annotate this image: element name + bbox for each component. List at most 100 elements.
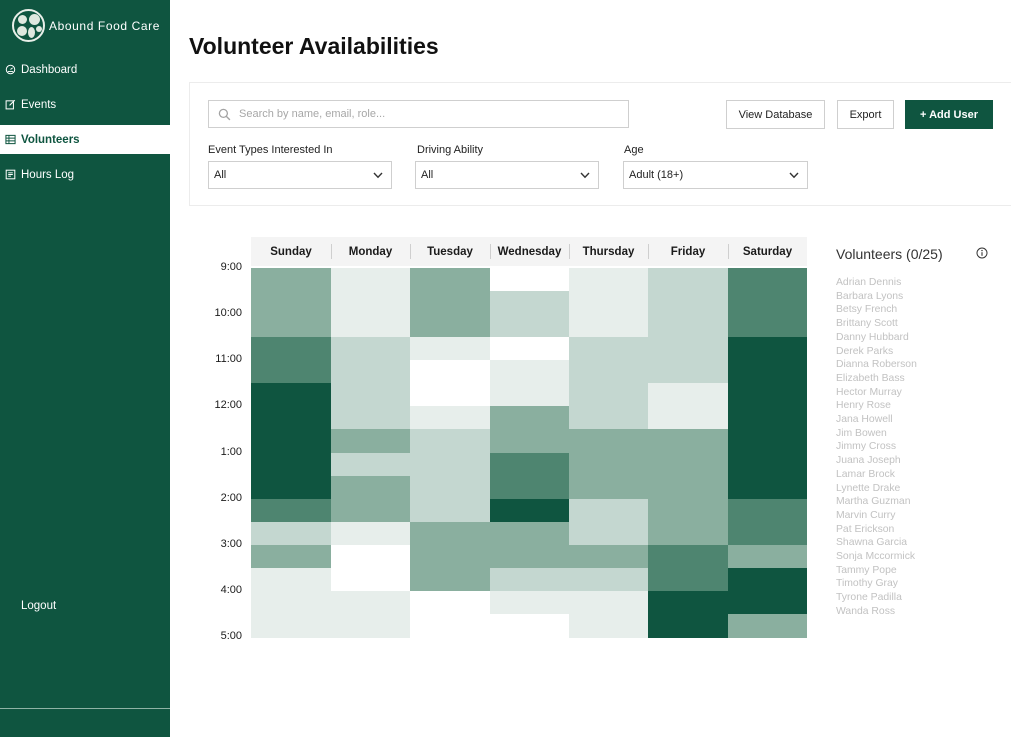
heatmap-cell[interactable]	[648, 268, 728, 292]
heatmap-cell[interactable]	[410, 429, 490, 454]
volunteer-item[interactable]: Danny Hubbard	[836, 331, 909, 343]
heatmap-cell[interactable]	[490, 590, 569, 615]
volunteer-item[interactable]: Tyrone Padilla	[836, 592, 902, 604]
volunteer-item[interactable]: Brittany Scott	[836, 318, 898, 330]
heatmap-cell[interactable]	[331, 291, 410, 316]
heatmap-cell[interactable]	[251, 567, 331, 592]
volunteer-item[interactable]: Derek Parks	[836, 345, 894, 357]
heatmap-cell[interactable]	[728, 498, 807, 523]
heatmap-cell[interactable]	[728, 475, 807, 500]
heatmap-cell[interactable]	[490, 544, 569, 569]
add-user-button[interactable]: + Add User	[905, 100, 993, 129]
heatmap-cell[interactable]	[331, 475, 410, 500]
search-input[interactable]	[239, 108, 619, 120]
heatmap-cell[interactable]	[251, 452, 331, 477]
heatmap-cell[interactable]	[728, 452, 807, 477]
heatmap-cell[interactable]	[569, 268, 648, 292]
sidebar-item-volunteers[interactable]: Volunteers	[0, 125, 170, 154]
heatmap-cell[interactable]	[410, 567, 490, 592]
heatmap-cell[interactable]	[648, 590, 728, 615]
heatmap-cell[interactable]	[331, 590, 410, 615]
volunteer-item[interactable]: Jana Howell	[836, 414, 893, 426]
volunteer-item[interactable]: Jimmy Cross	[836, 441, 897, 453]
heatmap-cell[interactable]	[331, 337, 410, 362]
volunteer-item[interactable]: Betsy French	[836, 304, 898, 316]
heatmap-cell[interactable]	[251, 498, 331, 523]
heatmap-cell[interactable]	[569, 429, 648, 454]
heatmap-cell[interactable]	[728, 613, 807, 638]
volunteer-item[interactable]: Hector Murray	[836, 386, 902, 398]
heatmap-cell[interactable]	[410, 498, 490, 523]
heatmap-cell[interactable]	[728, 406, 807, 431]
heatmap-cell[interactable]	[410, 360, 490, 385]
volunteer-item[interactable]: Henry Rose	[836, 400, 891, 412]
heatmap-cell[interactable]	[569, 613, 648, 638]
volunteer-item[interactable]: Adrian Dennis	[836, 277, 902, 288]
heatmap-cell[interactable]	[410, 544, 490, 569]
brand[interactable]: Abound Food Care	[12, 9, 160, 42]
heatmap-cell[interactable]	[569, 452, 648, 477]
heatmap-cell[interactable]	[648, 544, 728, 569]
heatmap-cell[interactable]	[490, 383, 569, 408]
heatmap-cell[interactable]	[728, 337, 807, 362]
event-types-select[interactable]: All	[208, 161, 392, 189]
heatmap-cell[interactable]	[569, 360, 648, 385]
volunteer-item[interactable]: Lamar Brock	[836, 468, 895, 480]
heatmap-cell[interactable]	[331, 383, 410, 408]
heatmap-cell[interactable]	[728, 429, 807, 454]
heatmap-cell[interactable]	[331, 498, 410, 523]
heatmap-cell[interactable]	[490, 452, 569, 477]
heatmap-cell[interactable]	[410, 475, 490, 500]
volunteer-item[interactable]: Shawna Garcia	[836, 537, 908, 549]
heatmap-cell[interactable]	[728, 291, 807, 316]
heatmap-cell[interactable]	[569, 498, 648, 523]
heatmap-cell[interactable]	[490, 567, 569, 592]
heatmap-cell[interactable]	[728, 268, 807, 292]
sidebar-item-events[interactable]: Events	[0, 90, 170, 119]
volunteer-item[interactable]: Marvin Curry	[836, 509, 896, 521]
volunteer-item[interactable]: Elizabeth Bass	[836, 372, 905, 384]
heatmap-cell[interactable]	[410, 590, 490, 615]
heatmap-cell[interactable]	[648, 475, 728, 500]
heatmap-cell[interactable]	[569, 337, 648, 362]
heatmap-cell[interactable]	[331, 429, 410, 454]
heatmap-cell[interactable]	[331, 360, 410, 385]
view-database-button[interactable]: View Database	[726, 100, 825, 129]
heatmap-cell[interactable]	[251, 613, 331, 638]
heatmap-cell[interactable]	[728, 360, 807, 385]
age-select[interactable]: Adult (18+)	[623, 161, 808, 189]
heatmap-cell[interactable]	[490, 429, 569, 454]
heatmap-cell[interactable]	[410, 268, 490, 292]
heatmap-cell[interactable]	[728, 314, 807, 339]
heatmap-cell[interactable]	[648, 521, 728, 546]
heatmap-cell[interactable]	[251, 291, 331, 316]
heatmap-cell[interactable]	[331, 567, 410, 592]
heatmap-cell[interactable]	[251, 268, 331, 292]
heatmap-cell[interactable]	[648, 452, 728, 477]
heatmap-cell[interactable]	[569, 406, 648, 431]
heatmap-cell[interactable]	[569, 590, 648, 615]
heatmap-cell[interactable]	[728, 521, 807, 546]
heatmap-cell[interactable]	[490, 291, 569, 316]
info-icon[interactable]	[976, 247, 988, 259]
volunteer-item[interactable]: Jim Bowen	[836, 427, 887, 439]
heatmap-cell[interactable]	[569, 544, 648, 569]
heatmap-cell[interactable]	[251, 475, 331, 500]
search-bar[interactable]	[208, 100, 629, 128]
volunteer-item[interactable]: Juana Joseph	[836, 455, 901, 467]
heatmap-cell[interactable]	[251, 406, 331, 431]
heatmap-cell[interactable]	[648, 567, 728, 592]
volunteer-item[interactable]: Dianna Roberson	[836, 359, 917, 371]
heatmap-cell[interactable]	[648, 429, 728, 454]
heatmap-cell[interactable]	[251, 544, 331, 569]
heatmap-cell[interactable]	[490, 498, 569, 523]
heatmap-cell[interactable]	[410, 613, 490, 638]
heatmap-cell[interactable]	[648, 498, 728, 523]
volunteer-item[interactable]: Timothy Gray	[836, 578, 898, 590]
heatmap-cell[interactable]	[251, 429, 331, 454]
heatmap-cell[interactable]	[728, 383, 807, 408]
heatmap-cell[interactable]	[569, 314, 648, 339]
volunteer-item[interactable]: Sonja Mccormick	[836, 551, 916, 563]
heatmap-cell[interactable]	[648, 406, 728, 431]
volunteer-item[interactable]: Barbara Lyons	[836, 290, 904, 302]
